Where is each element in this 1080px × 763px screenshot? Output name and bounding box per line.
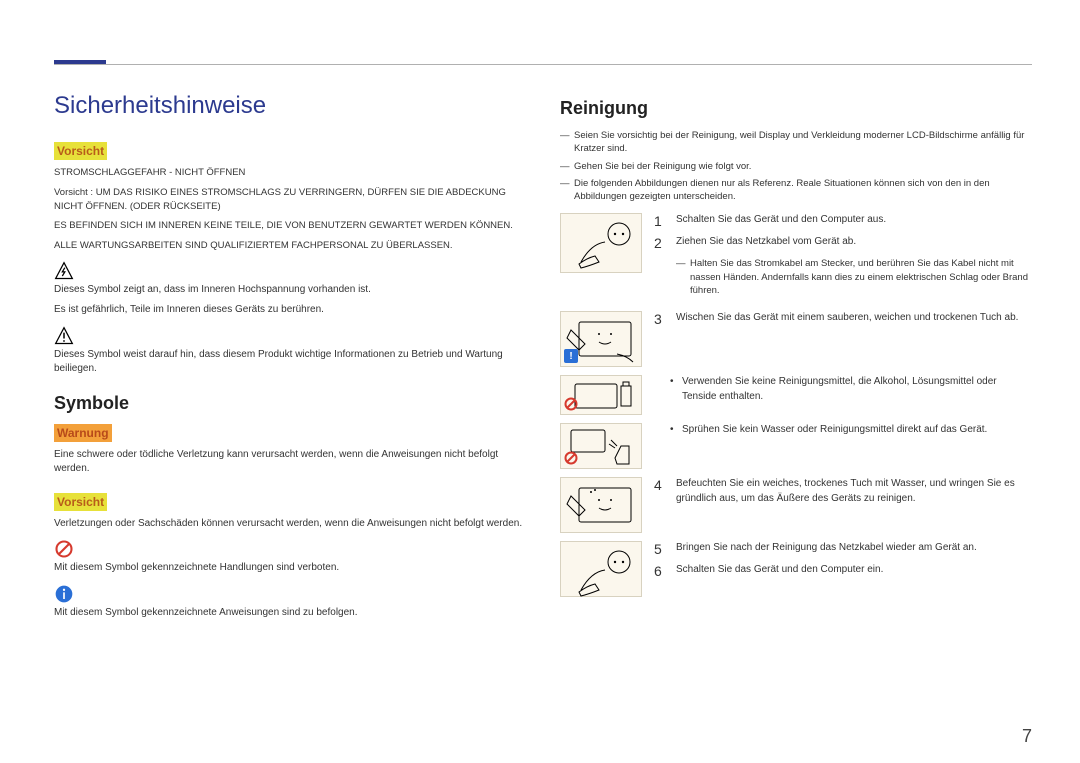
step-2-note: Halten Sie das Stromkabel am Stecker, un… <box>654 257 1032 297</box>
warning-line-1: STROMSCHLAGGEFAHR - NICHT ÖFFNEN <box>54 166 526 180</box>
warnung-text: Eine schwere oder tödliche Verletzung ka… <box>54 448 526 477</box>
step-block-4: 4 Befeuchten Sie ein weiches, trockenes T… <box>560 477 1032 533</box>
step-6-text: Schalten Sie das Gerät und den Computer … <box>676 563 1032 578</box>
step-block-3: ! 3 Wischen Sie das Gerät mit einem saube… <box>560 311 1032 367</box>
page-title-left: Sicherheitshinweise <box>54 92 526 120</box>
warnung-label: Warnung <box>54 424 112 442</box>
symbol1-text-b: Es ist gefährlich, Teile im Inneren dies… <box>54 303 526 318</box>
page-number: 7 <box>1022 726 1032 747</box>
illustration-no-chemicals <box>560 375 642 415</box>
note-2: Gehen Sie bei der Reinigung wie folgt vo… <box>560 160 1032 173</box>
info-text: Mit diesem Symbol gekennzeichnete Anweis… <box>54 606 526 621</box>
page-title-right: Reinigung <box>560 98 1032 119</box>
vorsicht-label-1: Vorsicht <box>54 142 107 160</box>
page-top-rule <box>54 64 1032 65</box>
step-1-text: Schalten Sie das Gerät und den Computer … <box>676 213 1032 228</box>
step-4-text: Befeuchten Sie ein weiches, trockenes Tu… <box>676 477 1032 506</box>
step-3-bullet-1: Verwenden Sie keine Reinigungsmittel, di… <box>654 375 1032 404</box>
note-1: Seien Sie vorsichtig bei der Reinigung, … <box>560 129 1032 156</box>
warning-line-2: Vorsicht : UM DAS RISIKO EINES STROMSCHL… <box>54 186 526 214</box>
step-5-text: Bringen Sie nach der Reinigung das Netzk… <box>676 541 1032 556</box>
vorsicht2-text: Verletzungen oder Sachschäden können ver… <box>54 517 526 532</box>
step-number-6: 6 <box>654 563 666 579</box>
info-mini-icon: ! <box>564 349 578 363</box>
step-block-3b1: Verwenden Sie keine Reinigungsmittel, di… <box>560 375 1032 415</box>
right-column: Reinigung Seien Sie vorsichtig bei der R… <box>560 92 1032 733</box>
step-2-text: Ziehen Sie das Netzkabel vom Gerät ab. <box>676 235 1032 250</box>
left-column: Sicherheitshinweise Vorsicht STROMSCHLAG… <box>54 92 526 733</box>
content: Sicherheitshinweise Vorsicht STROMSCHLAG… <box>54 92 1032 733</box>
info-circle-icon <box>54 584 74 604</box>
note-3: Die folgenden Abbildungen dienen nur als… <box>560 177 1032 204</box>
prohibit-text: Mit diesem Symbol gekennzeichnete Handlu… <box>54 561 526 576</box>
symbole-heading: Symbole <box>54 393 526 414</box>
vorsicht-label-2: Vorsicht <box>54 493 107 511</box>
prohibit-mini-icon-2 <box>564 451 578 465</box>
illustration-no-spray <box>560 423 642 469</box>
step-number-1: 1 <box>654 213 666 229</box>
lightning-triangle-icon <box>54 261 74 281</box>
step-number-3: 3 <box>654 311 666 327</box>
step-3-text: Wischen Sie das Gerät mit einem sauberen… <box>676 311 1032 326</box>
illustration-unplug <box>560 213 642 303</box>
step-number-4: 4 <box>654 477 666 493</box>
step-number-5: 5 <box>654 541 666 557</box>
illustration-plug-in <box>560 541 642 597</box>
step-block-5-6: 5 Bringen Sie nach der Reinigung das Netz… <box>560 541 1032 597</box>
step-block-3b2: Sprühen Sie kein Wasser oder Reinigungsm… <box>560 423 1032 469</box>
warning-line-3: ES BEFINDEN SICH IM INNEREN KEINE TEILE,… <box>54 219 526 233</box>
illustration-wipe: ! <box>560 311 642 367</box>
step-block-1-2: 1 Schalten Sie das Gerät und den Computer… <box>560 213 1032 303</box>
step-3-bullet-2: Sprühen Sie kein Wasser oder Reinigungsm… <box>654 423 1032 438</box>
symbol2-text: Dieses Symbol weist darauf hin, dass die… <box>54 348 526 377</box>
step-number-2: 2 <box>654 235 666 251</box>
symbol1-text-a: Dieses Symbol zeigt an, dass im Inneren … <box>54 283 526 298</box>
prohibit-icon <box>54 539 74 559</box>
prohibit-mini-icon-1 <box>564 397 578 411</box>
exclamation-triangle-icon <box>54 326 74 346</box>
warning-line-4: ALLE WARTUNGSARBEITEN SIND QUALIFIZIERTE… <box>54 239 526 253</box>
illustration-damp-cloth <box>560 477 642 533</box>
